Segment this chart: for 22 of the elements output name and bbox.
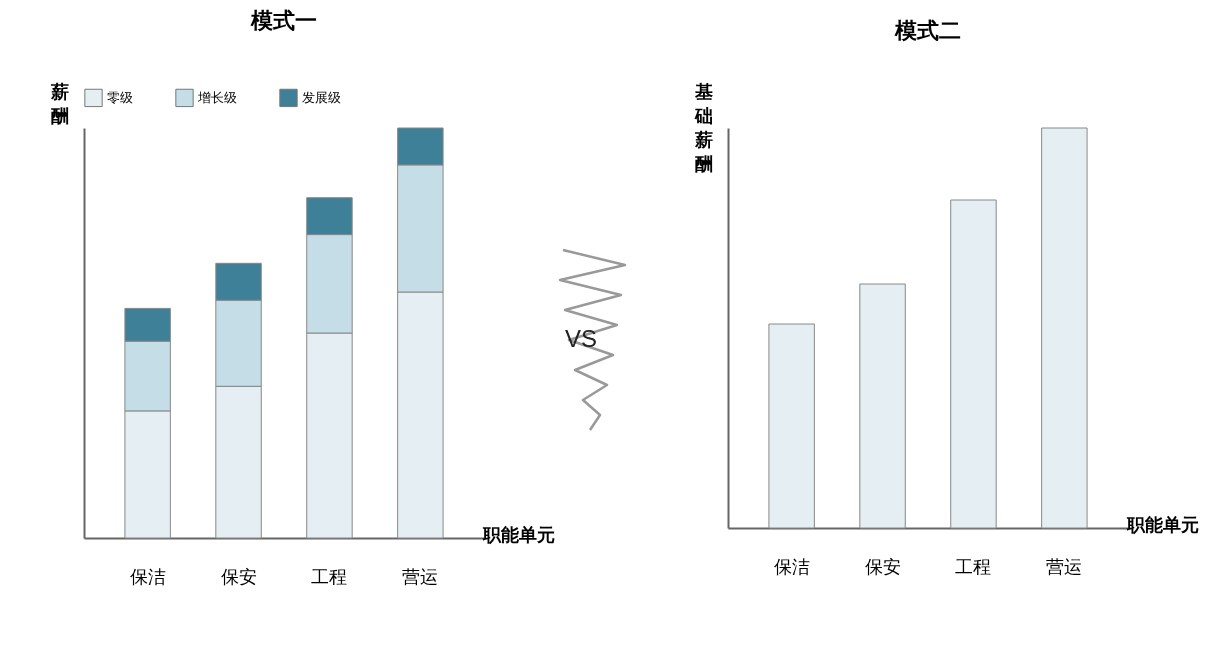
x-tick-label: 营运 [1046,555,1083,577]
x-axis-title: 职能单元 [481,523,555,545]
x-tick-label: 保洁 [773,555,810,577]
x-tick-label: 工程 [311,565,348,587]
chart-title: 模式二 [894,17,961,43]
x-tick-label: 工程 [955,555,992,577]
y-axis-title: 基础薪酬 [693,80,713,174]
bar [1041,127,1088,529]
chart-title: 模式一 [250,7,317,33]
text: VS [565,325,598,353]
legend-label: 发展级 [302,89,341,105]
x-tick-label: 保安 [220,565,257,587]
bar [950,199,997,529]
y-axis-title: 薪酬 [49,80,69,126]
legend-label: 零级 [107,89,133,105]
x-tick-label: 保安 [864,555,901,577]
bar [768,323,815,529]
x-tick-label: 营运 [402,565,439,587]
x-axis-title: 职能单元 [1125,513,1199,535]
bar [859,283,906,529]
legend-label: 增长级 [197,89,237,105]
x-tick-label: 保洁 [129,565,166,587]
